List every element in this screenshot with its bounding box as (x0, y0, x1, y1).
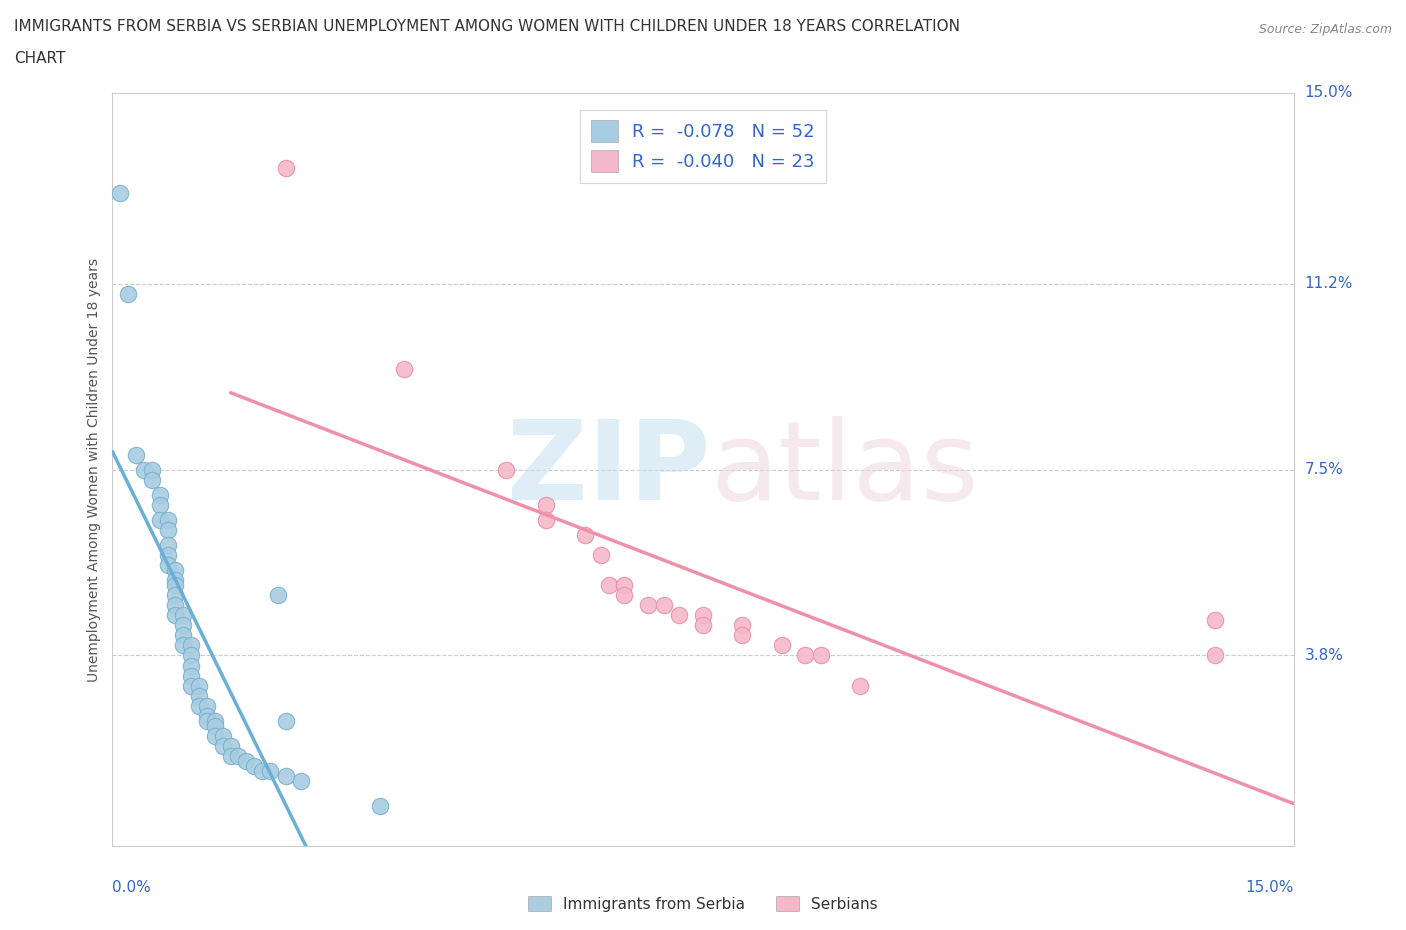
Text: 0.0%: 0.0% (112, 880, 152, 896)
Point (1204, 613, 1226, 628)
Text: CHART: CHART (14, 51, 66, 66)
Point (165, 598, 187, 613)
Point (180, 638, 202, 653)
Point (149, 487, 172, 502)
Point (228, 749, 250, 764)
Text: 15.0%: 15.0% (1246, 880, 1294, 896)
Point (368, 799, 391, 814)
Point (165, 608, 187, 623)
Point (204, 718, 226, 733)
Point (731, 628, 754, 643)
Point (534, 512, 557, 527)
Point (180, 648, 202, 663)
Point (188, 678, 211, 693)
Point (849, 678, 872, 693)
Text: Source: ZipAtlas.com: Source: ZipAtlas.com (1258, 23, 1392, 36)
Text: 15.0%: 15.0% (1305, 86, 1353, 100)
Point (290, 774, 312, 789)
Point (598, 578, 620, 592)
Point (165, 578, 187, 592)
Point (204, 728, 226, 743)
Point (141, 462, 163, 477)
Point (211, 738, 233, 753)
Point (188, 688, 211, 703)
Point (235, 753, 257, 768)
Point (156, 548, 179, 563)
Point (574, 527, 596, 542)
Point (668, 608, 690, 623)
Point (534, 498, 557, 512)
Point (794, 648, 817, 663)
Point (219, 738, 242, 753)
Point (692, 618, 714, 632)
Legend: R =  -0.078   N = 52, R =  -0.040   N = 23: R = -0.078 N = 52, R = -0.040 N = 23 (581, 110, 825, 182)
Point (188, 698, 211, 713)
Point (156, 512, 179, 527)
Point (195, 698, 218, 713)
Point (613, 578, 636, 592)
Point (204, 713, 226, 728)
Point (267, 588, 290, 603)
Text: ZIP: ZIP (506, 416, 710, 524)
Point (110, 186, 132, 201)
Point (149, 498, 172, 512)
Point (180, 658, 202, 673)
Point (149, 512, 172, 527)
Point (243, 759, 266, 774)
Point (165, 563, 187, 578)
Point (274, 713, 297, 728)
Point (211, 728, 233, 743)
Point (274, 161, 297, 176)
Point (259, 764, 281, 778)
Point (125, 447, 148, 462)
Point (180, 678, 202, 693)
Text: IMMIGRANTS FROM SERBIA VS SERBIAN UNEMPLOYMENT AMONG WOMEN WITH CHILDREN UNDER 1: IMMIGRANTS FROM SERBIA VS SERBIAN UNEMPL… (14, 19, 960, 33)
Point (195, 709, 218, 724)
Point (172, 638, 194, 653)
Point (274, 768, 297, 783)
Point (141, 472, 163, 487)
Legend: Immigrants from Serbia, Serbians: Immigrants from Serbia, Serbians (522, 889, 884, 918)
Point (589, 548, 612, 563)
Point (250, 764, 273, 778)
Point (1204, 648, 1226, 663)
Point (117, 286, 139, 301)
Point (810, 648, 832, 663)
Point (652, 598, 675, 613)
Point (637, 598, 659, 613)
Point (172, 628, 194, 643)
Point (692, 608, 714, 623)
Text: 3.8%: 3.8% (1305, 648, 1344, 663)
Point (770, 638, 793, 653)
Point (731, 618, 754, 632)
Text: atlas: atlas (710, 416, 979, 524)
Point (165, 588, 187, 603)
Point (132, 462, 155, 477)
Point (172, 618, 194, 632)
Point (392, 362, 415, 377)
Y-axis label: Unemployment Among Women with Children Under 18 years: Unemployment Among Women with Children U… (87, 258, 101, 682)
Point (180, 668, 202, 683)
Point (195, 713, 218, 728)
Point (613, 588, 636, 603)
Point (156, 523, 179, 538)
Point (495, 462, 517, 477)
Point (165, 573, 187, 588)
Point (219, 749, 242, 764)
Point (156, 538, 179, 552)
Text: 11.2%: 11.2% (1305, 276, 1353, 291)
Point (156, 558, 179, 573)
Text: 7.5%: 7.5% (1305, 462, 1343, 477)
Point (172, 608, 194, 623)
